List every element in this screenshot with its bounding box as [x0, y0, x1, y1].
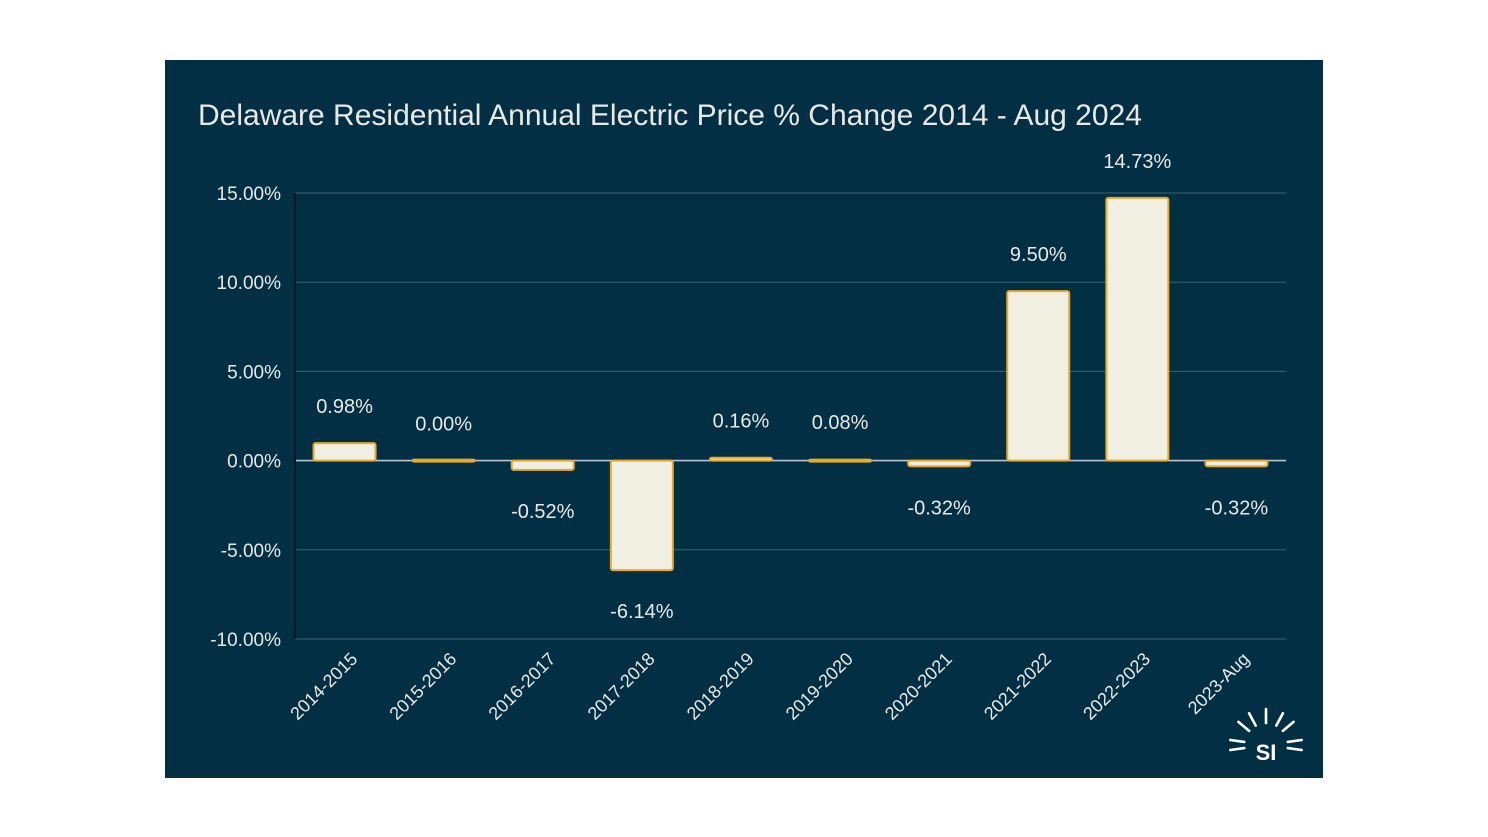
x-axis-ticks: 2014-2015 2015-2016 2016-2017 2017-2018 2018… — [286, 649, 1253, 724]
logo-ray — [1237, 720, 1251, 733]
bar — [1006, 290, 1071, 462]
data-label: 0.08% — [812, 412, 869, 434]
data-label: 0.16% — [713, 411, 770, 433]
x-tick-label: 2023-Aug — [1184, 649, 1253, 718]
logo-ray — [1275, 711, 1285, 727]
logo-ray — [1229, 738, 1246, 744]
x-tick-label: 2015-2016 — [385, 649, 460, 724]
bars — [312, 196, 1269, 572]
data-label: -6.14% — [610, 601, 674, 623]
chart-panel: Delaware Residential Annual Electric Pri… — [165, 60, 1323, 778]
chart-title: Delaware Residential Annual Electric Pri… — [198, 99, 1142, 132]
y-tick-label: 5.00% — [227, 362, 281, 383]
data-label: 0.98% — [316, 396, 373, 418]
x-tick-label: 2018-2019 — [683, 649, 758, 724]
y-tick-label: -5.00% — [221, 541, 281, 562]
data-label: -0.52% — [511, 501, 575, 523]
logo-ray — [1281, 720, 1295, 733]
x-tick-label: 2022-2023 — [1079, 649, 1154, 724]
bar — [808, 458, 873, 463]
bar-chart: Delaware Residential Annual Electric Pri… — [198, 99, 1303, 765]
x-tick-label: 2016-2017 — [485, 649, 560, 724]
data-label: -0.32% — [1205, 497, 1269, 519]
y-tick-label: 15.00% — [217, 184, 282, 205]
x-tick-label: 2017-2018 — [584, 649, 659, 724]
x-tick-label: 2019-2020 — [782, 649, 857, 724]
bar — [1204, 459, 1269, 468]
bar — [510, 459, 575, 471]
bar — [708, 456, 773, 462]
logo-text: SI — [1256, 740, 1277, 765]
y-tick-label: -10.00% — [210, 630, 281, 651]
bar — [609, 459, 674, 572]
y-tick-label: 0.00% — [227, 452, 281, 473]
data-label: 0.00% — [415, 414, 472, 436]
x-tick-label: 2014-2015 — [286, 649, 361, 724]
y-tick-label: 10.00% — [217, 273, 282, 294]
x-tick-label: 2021-2022 — [980, 649, 1055, 724]
bar — [907, 459, 972, 468]
logo-ray — [1286, 746, 1303, 752]
sunburst-icon — [1229, 707, 1303, 752]
si-logo: SI — [1229, 707, 1303, 765]
x-tick-label: 2020-2021 — [881, 649, 956, 724]
data-label: -0.32% — [907, 497, 971, 519]
data-labels: 0.98% 0.00% -0.52% -6.14% 0.16% 0.08% -0.32% 9.… — [316, 151, 1268, 623]
y-axis-ticks: 15.00% 10.00% 5.00% 0.00% -5.00% -10.00% — [210, 184, 281, 651]
logo-ray — [1229, 746, 1246, 752]
data-label: 14.73% — [1103, 151, 1171, 173]
data-label: 9.50% — [1010, 244, 1067, 266]
logo-ray — [1247, 711, 1257, 727]
bar — [1105, 196, 1170, 462]
logo-ray — [1286, 738, 1303, 744]
bar — [411, 458, 476, 463]
bar — [312, 442, 377, 462]
